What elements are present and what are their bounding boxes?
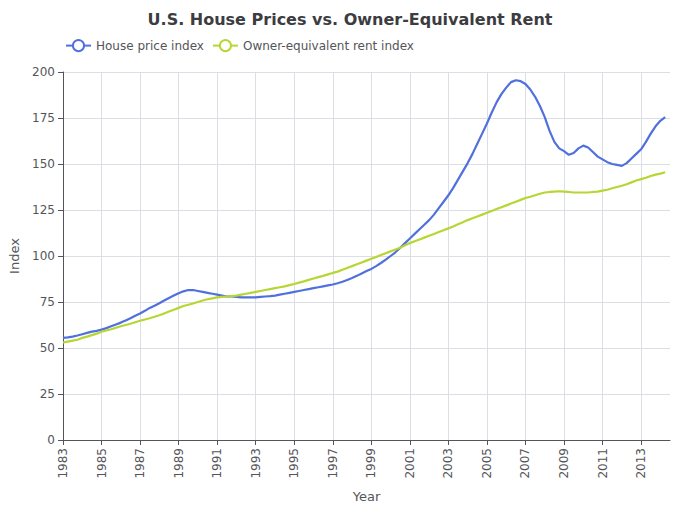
svg-text:House price index: House price index [96, 39, 204, 53]
svg-text:100: 100 [32, 249, 55, 263]
svg-text:50: 50 [40, 341, 55, 355]
svg-text:75: 75 [40, 295, 55, 309]
svg-text:2009: 2009 [557, 448, 571, 479]
svg-text:2003: 2003 [441, 448, 455, 479]
svg-text:200: 200 [32, 65, 55, 79]
svg-text:25: 25 [40, 387, 55, 401]
svg-text:1983: 1983 [56, 448, 70, 479]
svg-text:Index: Index [7, 238, 22, 274]
svg-text:2005: 2005 [480, 448, 494, 479]
svg-text:1991: 1991 [210, 448, 224, 479]
svg-text:Owner-equivalent rent index: Owner-equivalent rent index [243, 39, 414, 53]
svg-text:1997: 1997 [326, 448, 340, 479]
svg-text:2011: 2011 [596, 448, 610, 479]
svg-text:U.S. House Prices vs. Owner-Eq: U.S. House Prices vs. Owner-Equivalent R… [148, 10, 553, 29]
svg-text:1987: 1987 [133, 448, 147, 479]
svg-text:175: 175 [32, 111, 55, 125]
svg-text:2013: 2013 [634, 448, 648, 479]
svg-text:1993: 1993 [249, 448, 263, 479]
svg-text:0: 0 [47, 433, 55, 447]
svg-text:Year: Year [352, 489, 381, 504]
svg-text:1995: 1995 [287, 448, 301, 479]
svg-text:2007: 2007 [518, 448, 532, 479]
svg-text:1999: 1999 [364, 448, 378, 479]
svg-text:125: 125 [32, 203, 55, 217]
svg-text:150: 150 [32, 157, 55, 171]
svg-text:1989: 1989 [172, 448, 186, 479]
svg-text:2001: 2001 [403, 448, 417, 479]
svg-text:1985: 1985 [95, 448, 109, 479]
